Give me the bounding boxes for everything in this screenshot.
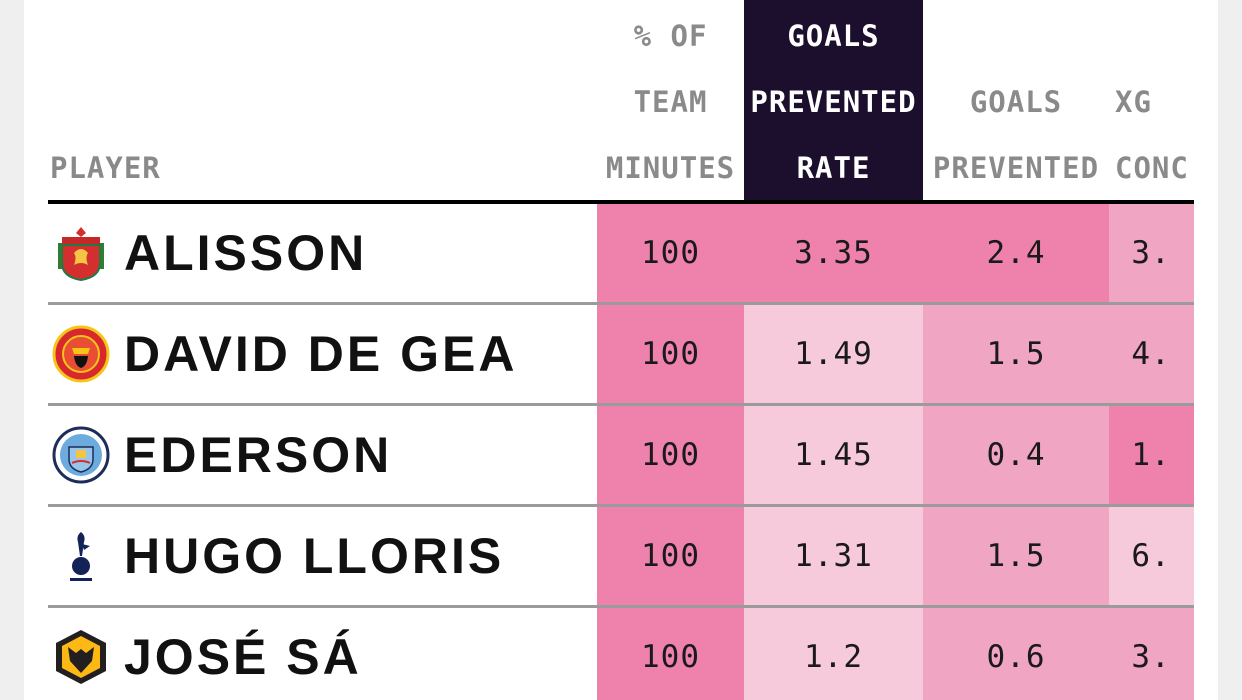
minutes-cell: 100 xyxy=(597,204,744,302)
goalkeeper-table: PLAYER % OF TEAM MINUTES GOALS PREVENTED… xyxy=(24,0,1194,700)
manchester-city-crest-icon xyxy=(52,425,110,485)
header-gp-line-2: PREVENTED xyxy=(932,151,1100,185)
header-team-minutes: % OF TEAM MINUTES xyxy=(597,0,744,201)
player-name[interactable]: EDERSON xyxy=(124,427,393,483)
table-row[interactable]: 100 3.35 2.4 3. ALISSON xyxy=(48,204,1194,302)
wolves-crest-icon xyxy=(52,627,110,687)
header-rate-line-2: PREVENTED xyxy=(750,85,917,119)
goals-prevented-cell: 2.4 xyxy=(923,204,1109,302)
player-name[interactable]: DAVID DE GEA xyxy=(124,326,518,382)
header-rate-line-3: RATE xyxy=(796,151,871,185)
header-player-line: PLAYER xyxy=(50,151,161,185)
rate-cell: 1.2 xyxy=(744,608,923,700)
xg-conceded-value: 6. xyxy=(1131,538,1171,574)
row-divider xyxy=(48,605,1194,608)
table-row[interactable]: 100 1.45 0.4 1. EDERSON xyxy=(48,406,1194,504)
xg-conceded-cell: 6. xyxy=(1109,507,1194,605)
table-row[interactable]: 100 1.31 1.5 6. HUGO LLORIS xyxy=(48,507,1194,605)
header-divider xyxy=(48,200,1194,204)
header-xg-line-1: XG xyxy=(1115,85,1152,119)
header-xg-line-2: CONC xyxy=(1115,151,1189,185)
xg-conceded-cell: 3. xyxy=(1109,204,1194,302)
header-goals-prevented: GOALS PREVENTED xyxy=(923,0,1109,201)
rate-cell: 1.45 xyxy=(744,406,923,504)
table-row[interactable]: 100 1.2 0.6 3. JOSÉ SÁ xyxy=(48,608,1194,700)
minutes-cell: 100 xyxy=(597,406,744,504)
table-row[interactable]: 100 1.49 1.5 4. DAVID DE GEA xyxy=(48,305,1194,403)
header-player: PLAYER xyxy=(50,0,350,201)
player-name[interactable]: ALISSON xyxy=(124,225,368,281)
header-gp-line-1: GOALS xyxy=(969,85,1063,119)
row-divider xyxy=(48,403,1194,406)
xg-conceded-value: 3. xyxy=(1131,235,1171,271)
player-name[interactable]: JOSÉ SÁ xyxy=(124,629,362,685)
xg-conceded-cell: 1. xyxy=(1109,406,1194,504)
header-rate-line-1: GOALS xyxy=(787,19,880,53)
header-minutes-line-3: MINUTES xyxy=(605,151,736,185)
rate-cell: 3.35 xyxy=(744,204,923,302)
minutes-cell: 100 xyxy=(597,507,744,605)
goals-prevented-cell: 1.5 xyxy=(923,507,1109,605)
tottenham-crest-icon xyxy=(52,526,110,586)
manchester-united-crest-icon xyxy=(52,324,110,384)
header-xg-conceded: XG CONC xyxy=(1109,0,1194,201)
header-goals-prevented-rate[interactable]: GOALS PREVENTED RATE xyxy=(744,0,923,201)
xg-conceded-value: 4. xyxy=(1131,336,1171,372)
player-name[interactable]: HUGO LLORIS xyxy=(124,528,505,584)
goals-prevented-cell: 0.6 xyxy=(923,608,1109,700)
row-divider xyxy=(48,302,1194,305)
xg-conceded-value: 1. xyxy=(1131,437,1171,473)
rate-cell: 1.49 xyxy=(744,305,923,403)
goals-prevented-cell: 0.4 xyxy=(923,406,1109,504)
header-minutes-line-1: % OF xyxy=(633,19,708,53)
minutes-cell: 100 xyxy=(597,305,744,403)
xg-conceded-cell: 3. xyxy=(1109,608,1194,700)
stats-card: PLAYER % OF TEAM MINUTES GOALS PREVENTED… xyxy=(24,0,1218,700)
minutes-cell: 100 xyxy=(597,608,744,700)
goals-prevented-cell: 1.5 xyxy=(923,305,1109,403)
xg-conceded-value: 3. xyxy=(1131,639,1171,675)
xg-conceded-cell: 4. xyxy=(1109,305,1194,403)
row-divider xyxy=(48,504,1194,507)
header-minutes-line-2: TEAM xyxy=(633,85,708,119)
liverpool-crest-icon xyxy=(52,223,110,283)
rate-cell: 1.31 xyxy=(744,507,923,605)
